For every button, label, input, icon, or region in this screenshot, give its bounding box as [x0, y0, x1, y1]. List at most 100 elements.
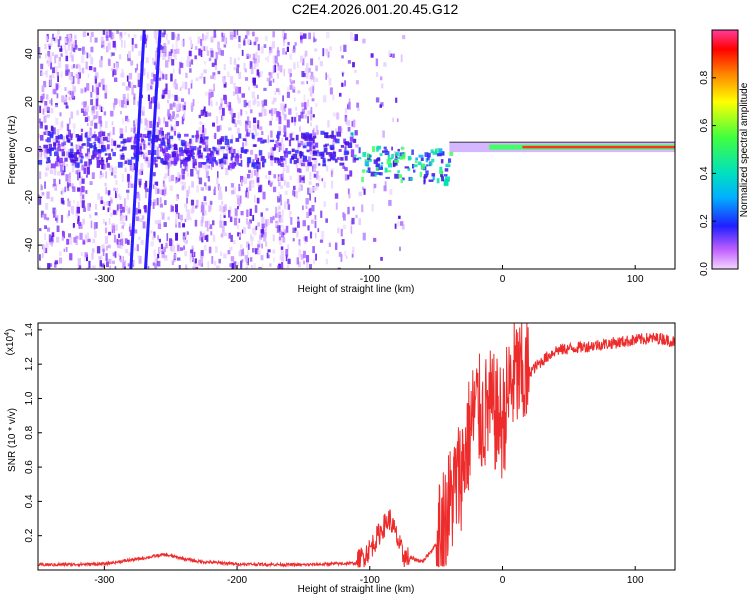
spectrogram-noise-cell: [221, 32, 224, 37]
spectrogram-noise-cell: [200, 49, 203, 57]
spectrogram-noise-cell: [180, 163, 182, 168]
spectrogram-noise-cell: [45, 70, 48, 78]
spectrogram-band-cell: [357, 157, 362, 160]
spectrogram-noise-cell: [82, 186, 85, 193]
spectrogram-band-cell: [428, 162, 433, 166]
spectrogram-band-cell: [189, 138, 192, 144]
spectrogram-noise-cell: [283, 36, 285, 43]
spectrogram-noise-cell: [94, 75, 97, 84]
spectrogram-noise-cell: [181, 40, 184, 47]
spectrogram-noise-cell: [297, 261, 301, 268]
spectrogram-noise-cell: [72, 123, 76, 129]
spectrogram-noise-cell: [76, 63, 80, 68]
spectrogram-noise-cell: [154, 263, 158, 269]
spectrogram-band-cell: [364, 160, 369, 167]
spectrogram-band-cell: [167, 143, 170, 148]
spectrogram-noise-cell: [173, 258, 176, 263]
spectrogram-noise-cell: [43, 244, 46, 253]
spectrogram-noise-cell: [77, 169, 81, 174]
spectrogram-band-cell: [210, 150, 213, 155]
spectrogram-noise-cell: [303, 250, 306, 259]
spectrogram-noise-cell: [315, 103, 318, 107]
spectrogram-band-cell: [290, 137, 295, 141]
spectrogram-noise-cell: [57, 75, 59, 82]
spectrogram-band-cell: [141, 151, 144, 154]
spectrogram-noise-cell: [214, 186, 216, 194]
spectrogram-band-cell: [277, 136, 280, 141]
spectrogram-band-cell: [326, 135, 331, 139]
spectrogram-noise-cell: [90, 99, 94, 106]
spectrogram-band-cell: [312, 150, 317, 154]
spectrogram-noise-cell: [46, 227, 51, 232]
spectrogram-noise-cell: [349, 32, 353, 41]
spectrogram-noise-cell: [308, 67, 311, 73]
spectrogram-noise-cell: [57, 30, 60, 36]
spectrogram-noise-cell: [108, 165, 111, 171]
spectrogram-noise-cell: [185, 204, 188, 212]
spectrogram-band-cell: [392, 160, 398, 166]
spectrogram-band-cell: [407, 156, 412, 161]
spectrogram-noise-cell: [352, 37, 356, 42]
spectrogram-noise-cell: [153, 61, 156, 66]
spectrogram-noise-cell: [71, 91, 75, 99]
spectrogram-noise-cell: [64, 87, 67, 91]
spectrogram-noise-cell: [81, 200, 85, 209]
spectrogram-noise-cell: [154, 181, 158, 186]
spectrogram-noise-cell: [231, 256, 234, 263]
spectrogram-noise-cell: [298, 249, 302, 257]
spectrogram-noise-cell: [122, 162, 126, 166]
spectrogram-noise-cell: [240, 109, 243, 116]
spectrogram-noise-cell: [203, 46, 206, 51]
spectrogram-noise-cell: [119, 196, 122, 200]
spectrogram-noise-cell: [65, 132, 68, 139]
spectrogram-noise-cell: [392, 53, 395, 58]
spectrogram-noise-cell: [198, 177, 203, 185]
spectrogram-noise-cell: [48, 51, 50, 57]
spectrogram-band-cell: [235, 137, 240, 142]
spectrogram-noise-cell: [218, 192, 222, 201]
spectrogram-noise-cell: [332, 112, 336, 117]
spectrogram-noise-cell: [190, 79, 193, 84]
spectrogram-noise-cell: [52, 207, 56, 214]
spectrogram-noise-cell: [181, 85, 184, 89]
spectrogram-noise-cell: [136, 63, 139, 71]
spectrogram-noise-cell: [97, 153, 101, 159]
spectrogram-band-cell: [277, 163, 282, 166]
spectrogram-noise-cell: [167, 162, 170, 169]
spectrogram-noise-cell: [110, 138, 114, 147]
spectrogram-noise-cell: [253, 228, 257, 236]
spectrogram-noise-cell: [153, 74, 156, 82]
spectrogram-noise-cell: [120, 111, 122, 115]
spectrogram-noise-cell: [255, 248, 259, 255]
spectrogram-noise-cell: [211, 62, 215, 67]
spectrogram-noise-cell: [149, 143, 152, 148]
spectrogram-noise-cell: [196, 170, 199, 175]
spectrogram-noise-cell: [254, 154, 258, 160]
spectrogram-noise-cell: [314, 232, 317, 239]
spectrogram-noise-cell: [307, 99, 310, 107]
spectrogram-noise-cell: [250, 240, 253, 247]
spectrogram-band-cell: [417, 161, 422, 166]
spectrogram-noise-cell: [53, 37, 56, 41]
spectrogram-noise-cell: [184, 251, 188, 257]
spectrogram-noise-cell: [123, 97, 126, 104]
spectrogram-noise-cell: [312, 32, 315, 37]
spectrogram-noise-cell: [332, 139, 335, 147]
spectrogram-noise-cell: [316, 149, 319, 154]
spectrogram-noise-cell: [283, 105, 286, 112]
spectrogram-band-cell: [379, 153, 383, 157]
spectrogram-noise-cell: [54, 66, 58, 74]
spectrogram-band-cell: [231, 153, 235, 158]
spectrogram-band-cell: [48, 160, 51, 164]
spectrogram-noise-cell: [266, 219, 270, 226]
spectrogram-noise-cell: [271, 41, 275, 49]
spectrogram-band-cell: [400, 179, 403, 183]
spectrogram-noise-cell: [274, 91, 277, 95]
spectrogram-noise-cell: [314, 48, 318, 52]
spectrogram-band-cell: [69, 148, 74, 154]
spectrogram-noise-cell: [109, 265, 111, 269]
spectrogram-noise-cell: [228, 232, 231, 239]
spectrogram-noise-cell: [157, 223, 162, 230]
spectrogram-noise-cell: [215, 51, 218, 60]
spectrogram-noise-cell: [281, 256, 285, 262]
